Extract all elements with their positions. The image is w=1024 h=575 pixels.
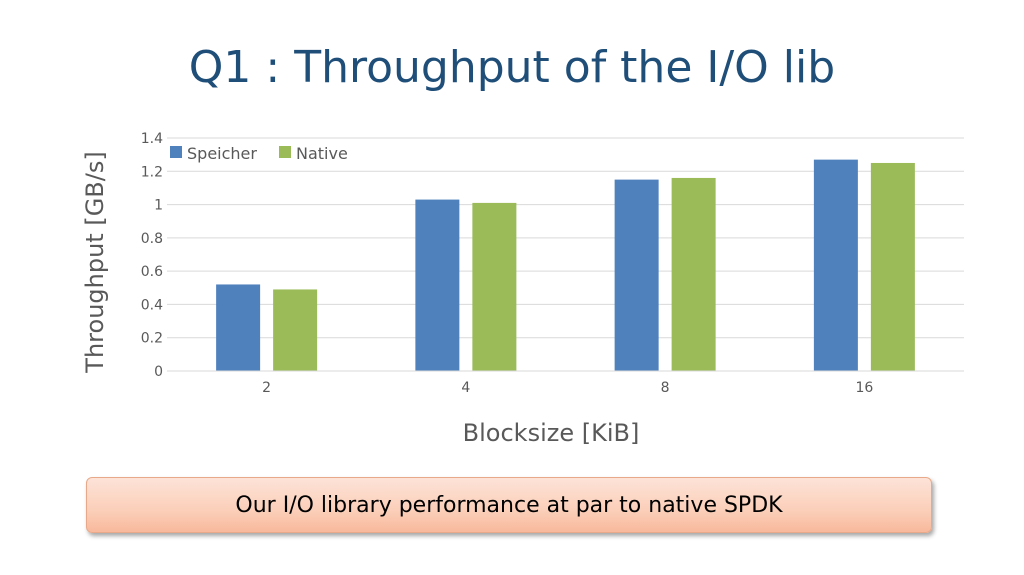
y-tick-label: 0.6 xyxy=(141,264,163,280)
bar-native-8 xyxy=(671,177,716,371)
bar-speicher-8 xyxy=(614,179,659,371)
bar-native-4 xyxy=(472,202,517,371)
y-tick-label: 0.4 xyxy=(141,297,163,313)
legend-swatch-native xyxy=(279,146,291,158)
y-tick-label: 1 xyxy=(154,198,163,214)
bar-native-2 xyxy=(273,289,318,371)
bar-speicher-16 xyxy=(813,159,858,371)
y-tick-label: 0.2 xyxy=(141,331,163,347)
x-tick-label: 8 xyxy=(661,380,670,396)
legend-label-native: Native xyxy=(296,144,348,163)
slide-title: Q1 : Throughput of the I/O lib xyxy=(188,42,836,93)
legend-label-speicher: Speicher xyxy=(187,144,257,163)
x-tick-label: 16 xyxy=(855,380,873,396)
bars xyxy=(216,159,915,371)
y-tick-label: 1.4 xyxy=(141,131,163,147)
x-axis-ticks: 2 4 8 16 xyxy=(262,380,873,396)
callout-box: Our I/O library performance at par to na… xyxy=(86,477,932,533)
bar-native-16 xyxy=(870,162,915,371)
y-axis-ticks: 0 0.2 0.4 0.6 0.8 1 1.2 1.4 xyxy=(141,131,163,380)
legend-swatch-speicher xyxy=(170,146,182,158)
y-axis-title: Throughput [GB/s] xyxy=(81,151,109,373)
callout-text: Our I/O library performance at par to na… xyxy=(235,492,783,518)
legend: Speicher Native xyxy=(170,144,348,163)
x-axis-title: Blocksize [KiB] xyxy=(463,419,640,447)
x-tick-label: 4 xyxy=(461,380,470,396)
bar-speicher-4 xyxy=(415,199,460,371)
throughput-chart: 0 0.2 0.4 0.6 0.8 1 1.2 1.4 2 4 8 16 Speicher Nati… xyxy=(81,131,964,447)
y-tick-label: 0 xyxy=(154,364,163,380)
y-tick-label: 0.8 xyxy=(141,231,163,247)
bar-speicher-2 xyxy=(216,284,261,371)
x-tick-label: 2 xyxy=(262,380,271,396)
y-tick-label: 1.2 xyxy=(141,164,163,180)
